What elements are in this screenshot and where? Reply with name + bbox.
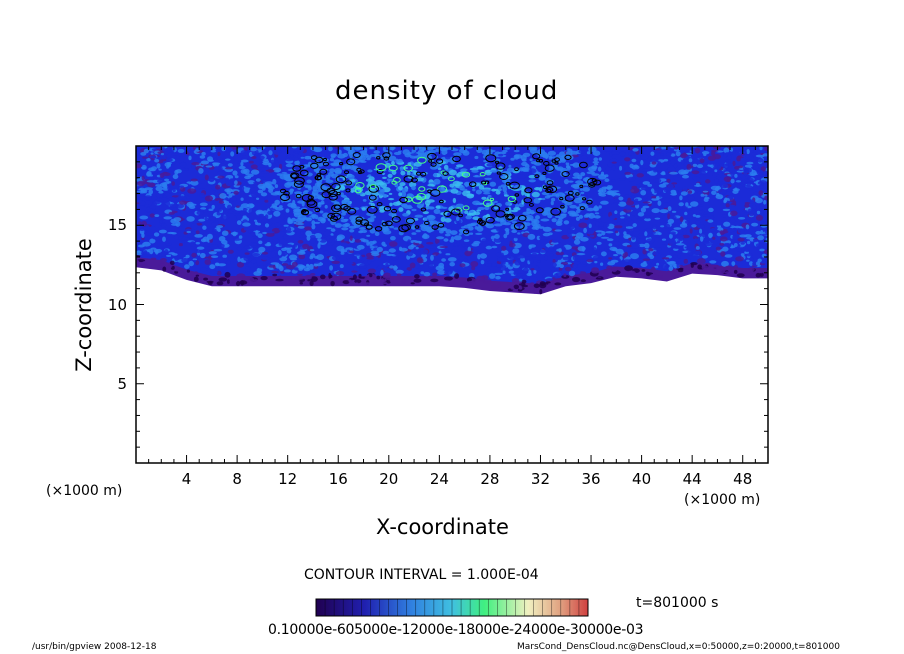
footer-left: /usr/bin/gpview 2008-12-18 [32, 642, 157, 652]
time-label: t=801000 s [636, 595, 719, 611]
chart-title: density of cloud [335, 76, 559, 106]
x-tick-label: 44 [682, 470, 702, 488]
x-tick-label: 40 [632, 470, 652, 488]
x-axis-unit: (×1000 m) [684, 492, 761, 508]
y-tick-label: 10 [107, 295, 127, 314]
x-tick-label: 24 [429, 470, 449, 488]
cloud-density-field [136, 146, 768, 295]
x-tick-label: 4 [181, 470, 192, 488]
x-tick-label: 12 [278, 470, 298, 488]
y-tick-label: 5 [117, 374, 127, 393]
contour-interval: CONTOUR INTERVAL = 1.000E-04 [304, 567, 539, 583]
footer-right: MarsCond_DensCloud.nc@DensCloud,x=0:5000… [517, 642, 840, 652]
x-tick-label: 8 [232, 470, 242, 488]
x-tick-label: 36 [581, 470, 601, 488]
y-tick-label: 15 [107, 216, 127, 235]
x-axis-label: X-coordinate [376, 515, 509, 539]
y-axis-unit: (×1000 m) [46, 483, 123, 499]
x-tick-label: 16 [328, 470, 348, 488]
x-tick-label: 28 [480, 470, 500, 488]
x-tick-label: 20 [379, 470, 399, 488]
contour-lines [280, 152, 602, 235]
colorbar-labels: 0.10000e-605000e-12000e-18000e-24000e-30… [268, 622, 644, 638]
x-tick-label: 48 [733, 470, 753, 488]
x-tick-label: 32 [530, 470, 551, 488]
y-axis-label: Z-coordinate [72, 238, 96, 372]
colorbar-ticks [324, 599, 580, 616]
axis-ticks [136, 146, 768, 463]
